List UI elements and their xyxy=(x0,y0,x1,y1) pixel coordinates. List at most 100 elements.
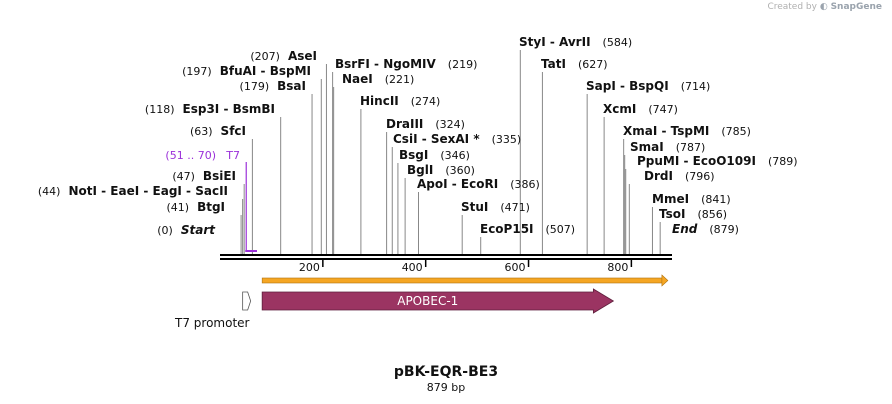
enzyme-position: (63) xyxy=(190,125,213,138)
site-label-1: BtgI (41) xyxy=(166,200,225,214)
site-label-11: HincII (274) xyxy=(360,94,440,108)
enzyme-name: ApoI - EcoRI xyxy=(417,177,498,191)
ruler-label-1: 400 xyxy=(402,261,423,274)
enzyme-name: BsgI xyxy=(399,148,428,162)
enzyme-position: (346) xyxy=(440,149,470,162)
enzyme-position: (0) xyxy=(157,224,173,237)
site-label-6: BsaI (179) xyxy=(240,79,306,93)
site-label-19: StyI - AvrII (584) xyxy=(519,35,632,49)
site-label-24: SmaI (787) xyxy=(630,140,705,154)
site-label-18: EcoP15I (507) xyxy=(480,222,575,236)
site-label-7: BfuAI - BspMI (197) xyxy=(182,64,311,78)
enzyme-position: (471) xyxy=(500,201,530,214)
enzyme-position: (747) xyxy=(648,103,678,116)
site-label-3: BsiEI (47) xyxy=(172,169,236,183)
enzyme-name: StuI xyxy=(461,200,488,214)
enzyme-position: (787) xyxy=(676,141,706,154)
enzyme-position: (221) xyxy=(385,73,415,86)
snapgene-credit: Created by ◐ SnapGene xyxy=(767,2,882,12)
enzyme-position: (714) xyxy=(681,80,711,93)
enzyme-position: (789) xyxy=(768,155,798,168)
enzyme-name: Esp3I - BsmBI xyxy=(183,102,275,116)
enzyme-name: MmeI xyxy=(652,192,689,206)
enzyme-name: TsoI xyxy=(659,207,685,221)
enzyme-name: AseI xyxy=(288,49,317,63)
site-label-2: NotI - EaeI - EagI - SacII (44) xyxy=(38,184,228,198)
plasmid-length: 879 bp xyxy=(426,381,466,394)
site-label-15: BglI (360) xyxy=(407,163,475,177)
enzyme-name: PpuMI - EcoO109I xyxy=(637,154,756,168)
enzyme-name: BglI xyxy=(407,163,433,177)
site-label-9: BsrFI - NgoMIV (219) xyxy=(335,57,477,71)
site-label-13: CsiI - SexAI * (335) xyxy=(393,132,521,146)
enzyme-name: HincII xyxy=(360,94,399,108)
enzyme-name: NaeI xyxy=(342,72,373,86)
plasmid-name: pBK-EQR-BE3 xyxy=(393,364,499,380)
enzyme-position: (584) xyxy=(603,36,633,49)
site-lines xyxy=(240,50,661,254)
enzyme-name: NotI - EaeI - EagI - SacII xyxy=(68,184,228,198)
enzyme-position: (44) xyxy=(38,185,61,198)
enzyme-name: SfcI xyxy=(221,124,246,138)
sequence-backbone xyxy=(220,254,672,260)
enzyme-position: (207) xyxy=(250,50,280,63)
enzyme-position: (118) xyxy=(145,103,175,116)
enzyme-position: (627) xyxy=(578,58,608,71)
enzyme-name: End xyxy=(672,222,698,236)
enzyme-name: BsaI xyxy=(277,79,306,93)
enzyme-name: BtgI xyxy=(197,200,225,214)
enzyme-name: EcoP15I xyxy=(480,222,534,236)
site-label-21: SapI - BspQI (714) xyxy=(586,79,710,93)
ruler-label-0: 200 xyxy=(299,261,320,274)
enzyme-position: (796) xyxy=(685,170,715,183)
enzyme-name: DraIII xyxy=(386,117,423,131)
ruler-label-2: 600 xyxy=(505,261,526,274)
enzyme-position: (197) xyxy=(182,65,212,78)
site-label-25: PpuMI - EcoO109I (789) xyxy=(637,154,798,168)
site-labels: Start (0) BtgI (41) NotI - EaeI - EagI - Sac… xyxy=(38,35,798,252)
site-label-10: NaeI (221) xyxy=(342,72,414,86)
enzyme-name: BfuAI - BspMI xyxy=(220,64,311,78)
enzyme-position: (335) xyxy=(492,133,522,146)
site-label-26: DrdI (796) xyxy=(644,169,715,183)
enzyme-name: BsrFI - NgoMIV xyxy=(335,57,436,71)
enzyme-position: (47) xyxy=(172,170,195,183)
credit-prefix: Created by xyxy=(767,2,817,12)
orf-bar xyxy=(261,277,664,284)
enzyme-position: (179) xyxy=(240,80,270,93)
apobec-label: APOBEC-1 xyxy=(397,294,458,308)
site-label-28: TsoI (856) xyxy=(659,207,727,221)
enzyme-position: (324) xyxy=(435,118,465,131)
site-label-0: Start (0) xyxy=(157,223,216,237)
credit-brand: SnapGene xyxy=(830,2,882,12)
ruler: 200 400 600 800 xyxy=(299,260,633,274)
site-label-14: BsgI (346) xyxy=(399,148,470,162)
site-label-20: TatI (627) xyxy=(541,57,608,71)
enzyme-position: (856) xyxy=(697,208,727,221)
enzyme-position: (274) xyxy=(411,95,441,108)
t7-promoter-arrow xyxy=(242,291,252,311)
orf-arrowhead xyxy=(661,274,669,287)
features: APOBEC-1 T7 promoter xyxy=(174,274,669,330)
primer-t7: T7 (51 .. 70) xyxy=(165,149,257,252)
site-label-4: SfcI (63) xyxy=(190,124,246,138)
enzyme-name: XmaI - TspMI xyxy=(623,124,709,138)
enzyme-position: (507) xyxy=(546,223,576,236)
site-label-22: XcmI (747) xyxy=(603,102,678,116)
apobec-arrow xyxy=(261,288,615,314)
primer-label: T7 xyxy=(225,149,240,162)
enzyme-name: XcmI xyxy=(603,102,636,116)
site-label-5: Esp3I - BsmBI (118) xyxy=(145,102,275,116)
enzyme-name: SapI - BspQI xyxy=(586,79,669,93)
site-label-29: End (879) xyxy=(672,222,739,236)
enzyme-position: (841) xyxy=(701,193,731,206)
enzyme-name: Start xyxy=(181,223,216,237)
site-label-16: ApoI - EcoRI (386) xyxy=(417,177,540,191)
enzyme-position: (879) xyxy=(709,223,739,236)
site-label-12: DraIII (324) xyxy=(386,117,465,131)
enzyme-name: StyI - AvrII xyxy=(519,35,591,49)
site-label-17: StuI (471) xyxy=(461,200,530,214)
enzyme-name: DrdI xyxy=(644,169,673,183)
site-label-8: AseI (207) xyxy=(250,49,317,63)
